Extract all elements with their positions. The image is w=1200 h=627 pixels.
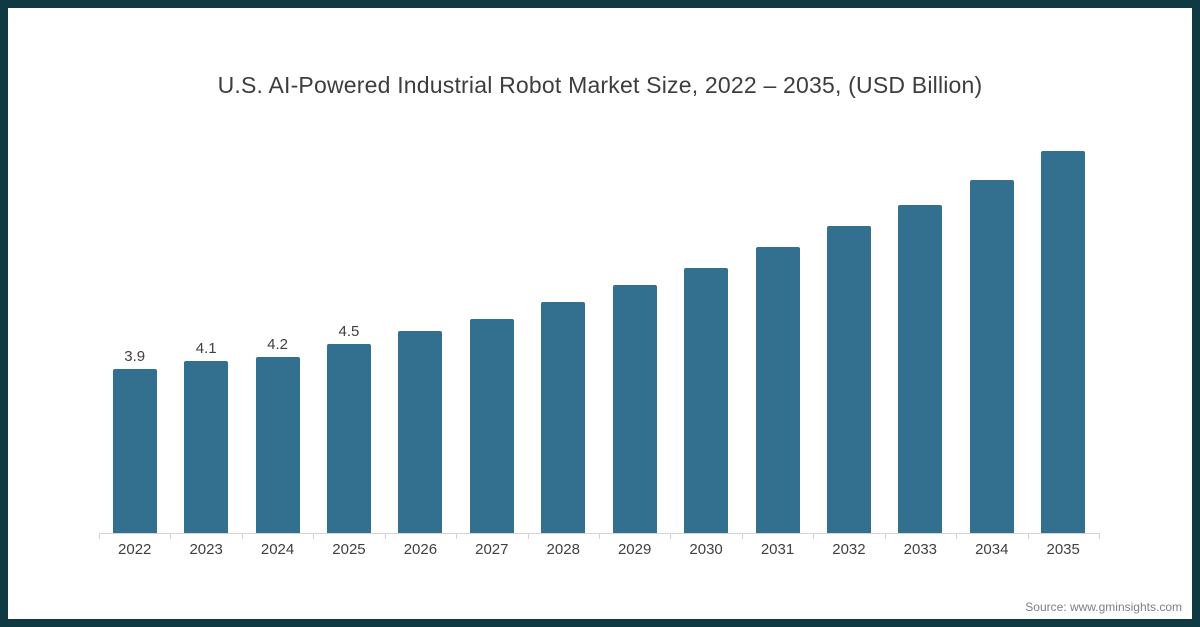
- x-axis-tick: [527, 533, 529, 539]
- x-axis-tick: [1027, 533, 1029, 539]
- bar-2022: [112, 369, 157, 533]
- bar-slot-2034: [956, 113, 1027, 533]
- bar-value-label-2023: 4.1: [195, 339, 217, 357]
- bar-slot-2022: 3.9: [99, 113, 170, 533]
- bar-2032: [826, 226, 871, 533]
- x-axis-label-2023: 2023: [189, 541, 223, 558]
- x-axis-label-2035: 2035: [1046, 541, 1080, 558]
- bar-2034: [969, 180, 1014, 533]
- x-axis-label-2026: 2026: [403, 541, 438, 558]
- bar-slot-2033: [885, 113, 956, 533]
- bar-slot-2027: [456, 113, 527, 533]
- x-axis-labels: 2022 2023 2024 2025 2026 2027 2028 2029 2030 2031…: [99, 541, 1099, 558]
- bar-2035: [1041, 150, 1086, 533]
- x-axis-label-2034: 2034: [975, 541, 1009, 558]
- x-axis-label-2027: 2027: [475, 541, 509, 558]
- x-axis-tick: [813, 533, 815, 539]
- bar-slot-2029: [599, 113, 670, 533]
- bar-2023: [184, 360, 229, 533]
- x-axis-tick: [99, 533, 100, 539]
- x-axis-tick: [170, 533, 172, 539]
- x-axis-tick: [956, 533, 958, 539]
- bar-slot-2024: 4.2: [242, 113, 313, 533]
- x-axis-label-2030: 2030: [689, 541, 723, 558]
- bar-2031: [755, 247, 800, 533]
- x-axis-label-2032: 2032: [832, 541, 866, 558]
- bar-2030: [684, 268, 729, 533]
- bar-slot-2035: [1027, 113, 1098, 533]
- source-attribution: Source: www.gminsights.com: [1025, 600, 1182, 614]
- bar-slot-2025: 4.5: [313, 113, 384, 533]
- chart-canvas: U.S. AI-Powered Industrial Robot Market …: [8, 8, 1192, 619]
- x-axis-label-2025: 2025: [332, 541, 366, 558]
- bar-2024: [255, 356, 300, 533]
- chart-title: U.S. AI-Powered Industrial Robot Market …: [217, 72, 983, 98]
- bar-slot-2032: [813, 113, 884, 533]
- x-axis-tick: [670, 533, 672, 539]
- bar-slot-2028: [528, 113, 599, 533]
- x-axis-label-2033: 2033: [903, 541, 938, 558]
- x-axis-label-2029: 2029: [617, 541, 652, 558]
- x-axis-label-2022: 2022: [118, 541, 152, 558]
- bar-slot-2031: [742, 113, 813, 533]
- x-axis-label-2028: 2028: [546, 541, 580, 558]
- bar-2029: [612, 285, 657, 533]
- bar-2026: [398, 331, 443, 533]
- plot-area: 3.9 4.1 4.2 4.5: [99, 113, 1099, 533]
- bar-slot-2030: [670, 113, 741, 533]
- x-axis-label-2031: 2031: [760, 541, 795, 558]
- x-axis-tick: [741, 533, 743, 539]
- x-axis-tick: [1099, 533, 1100, 539]
- bar-value-label-2022: 3.9: [124, 348, 146, 366]
- x-axis-label-2024: 2024: [260, 541, 295, 558]
- x-axis-tick: [599, 533, 600, 539]
- bar-value-label-2025: 4.5: [338, 323, 360, 340]
- bar-2025: [326, 344, 371, 533]
- x-axis-tick: [384, 533, 386, 539]
- bar-2028: [541, 302, 586, 533]
- bar-slot-2023: 4.1: [170, 113, 241, 533]
- bar-2033: [898, 205, 943, 533]
- bar-value-label-2024: 4.2: [267, 335, 288, 353]
- x-axis-tick: [313, 533, 315, 539]
- x-axis-tick: [884, 533, 886, 539]
- x-axis-tick: [456, 533, 458, 539]
- bar-2027: [469, 318, 514, 533]
- bar-slot-2026: [385, 113, 456, 533]
- x-axis-tick: [241, 533, 243, 539]
